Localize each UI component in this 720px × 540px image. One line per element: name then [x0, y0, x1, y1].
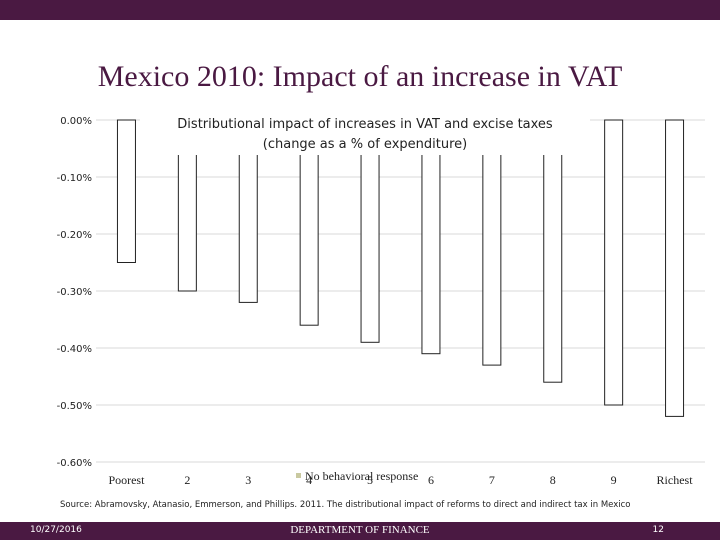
x-tick-label: 6 — [428, 473, 434, 487]
legend-swatch — [296, 473, 301, 478]
bar — [665, 119, 685, 417]
y-tick-label: 0.00% — [60, 116, 92, 127]
chart-legend: No behavioral response — [296, 469, 418, 484]
x-tick-label: Poorest — [108, 473, 145, 487]
bar — [116, 119, 136, 263]
bar — [421, 119, 441, 355]
x-tick-label: 8 — [550, 473, 556, 487]
x-tick-label: 5 — [367, 473, 373, 487]
x-tick-label: Richest — [657, 473, 694, 487]
chart-title-line2: (change as a % of expenditure) — [262, 137, 468, 152]
footer-bar: 10/27/2016 DEPARTMENT OF FINANCE 12 — [0, 522, 720, 540]
slide-title: Mexico 2010: Impact of an increase in VA… — [97, 60, 623, 93]
bar — [604, 119, 624, 406]
chart-title-line1: Distributional impact of increases in VA… — [177, 117, 553, 132]
y-tick-label: -0.30% — [57, 287, 92, 298]
y-tick-label: -0.50% — [57, 401, 92, 412]
footer-department: DEPARTMENT OF FINANCE — [290, 524, 430, 536]
legend-label: No behavioral response — [305, 469, 419, 483]
footer-date: 10/27/2016 — [30, 525, 82, 535]
x-tick-label: 9 — [611, 473, 617, 487]
footer-page-number: 12 — [652, 525, 664, 535]
x-tick-label: 7 — [489, 473, 495, 487]
bar-chart: 0.00% -0.10% -0.20% -0.30% -0.40% -0.50% -0.60… — [57, 116, 705, 487]
top-accent-bar — [0, 0, 720, 20]
chart-title: Distributional impact of increases in VA… — [140, 115, 590, 155]
bar — [543, 119, 563, 383]
source-note: Source: Abramovsky, Atanasio, Emmerson, … — [60, 500, 631, 510]
y-tick-label: -0.20% — [57, 230, 92, 241]
y-tick-label: -0.60% — [57, 458, 92, 469]
bar — [482, 119, 502, 366]
y-tick-label: -0.10% — [57, 173, 92, 184]
x-tick-label: 2 — [184, 473, 190, 487]
y-tick-label: -0.40% — [57, 344, 92, 355]
x-tick-label: 3 — [245, 473, 251, 487]
x-tick-label: 4 — [306, 473, 312, 487]
